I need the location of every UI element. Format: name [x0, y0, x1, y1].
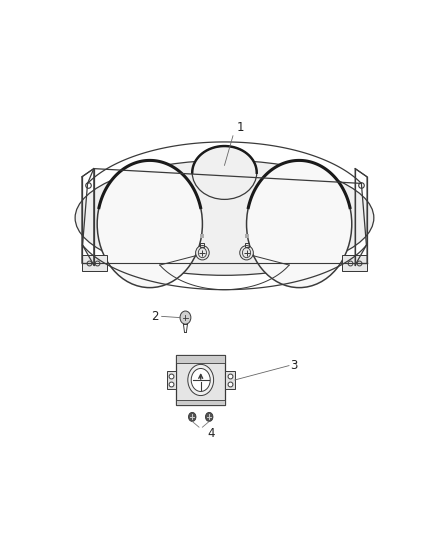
Circle shape [191, 368, 210, 391]
Bar [225, 371, 235, 389]
Text: 2: 2 [151, 310, 158, 323]
Text: 3: 3 [291, 359, 298, 372]
Bar [166, 371, 176, 389]
Bar [176, 356, 225, 363]
Ellipse shape [247, 160, 352, 288]
Bar [342, 255, 367, 271]
Circle shape [180, 311, 191, 324]
Ellipse shape [240, 246, 253, 260]
Circle shape [188, 413, 196, 422]
Ellipse shape [192, 146, 257, 199]
Text: 1: 1 [237, 121, 244, 134]
Bar [176, 400, 225, 405]
Bar [176, 356, 225, 405]
Text: 4: 4 [207, 427, 215, 440]
Circle shape [188, 365, 214, 395]
Ellipse shape [97, 160, 202, 288]
Bar [82, 255, 107, 271]
Ellipse shape [196, 246, 209, 260]
Circle shape [205, 413, 213, 422]
Ellipse shape [75, 160, 374, 276]
